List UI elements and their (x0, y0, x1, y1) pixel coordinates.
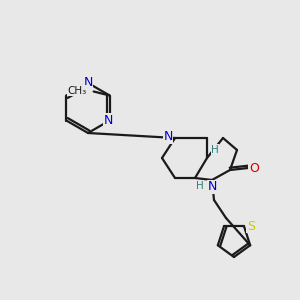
Text: CH₃: CH₃ (68, 85, 87, 95)
Text: N: N (104, 114, 113, 127)
Text: N: N (83, 76, 93, 88)
Text: S: S (247, 220, 255, 233)
Text: O: O (249, 161, 259, 175)
Text: N: N (163, 130, 173, 143)
Text: H: H (196, 181, 204, 191)
Text: N: N (207, 181, 217, 194)
Text: H: H (211, 145, 219, 155)
